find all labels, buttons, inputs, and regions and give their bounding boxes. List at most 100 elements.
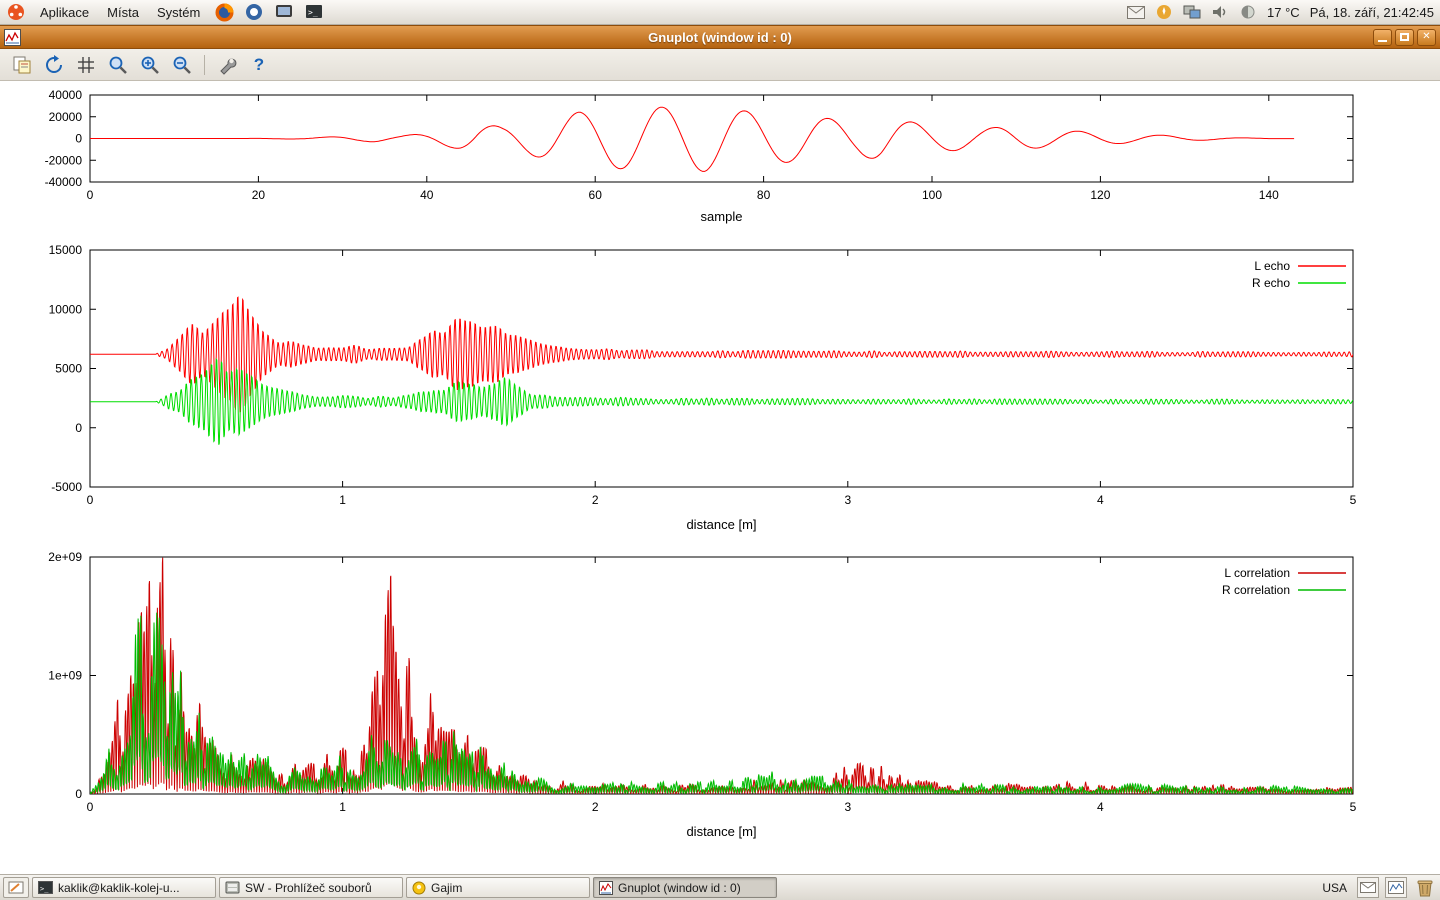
top-panel: Aplikace Místa Systém >_ 17 °C: [0, 0, 1440, 25]
y-tick-label: -20000: [45, 153, 83, 167]
x-tick-label: 5: [1350, 800, 1357, 814]
x-tick-label: 0: [87, 800, 94, 814]
legend-label: L correlation: [1224, 566, 1290, 580]
volume-icon[interactable]: [1211, 3, 1229, 21]
terminal-launcher-icon[interactable]: >_: [304, 2, 324, 22]
y-tick-label: 1e+09: [48, 669, 82, 683]
x-tick-label: 40: [420, 188, 434, 202]
svg-text:>_: >_: [40, 885, 49, 893]
weather-icon: [1239, 3, 1257, 21]
menu-places[interactable]: Místa: [107, 4, 139, 20]
y-tick-label: 0: [75, 132, 82, 146]
x-tick-label: 60: [589, 188, 603, 202]
show-desktop-button[interactable]: [3, 877, 29, 898]
legend-label: R correlation: [1222, 583, 1290, 597]
series-line: [90, 296, 1353, 413]
taskbar-item-gajim[interactable]: Gajim: [406, 877, 590, 898]
copy-icon[interactable]: [10, 53, 34, 77]
terminal-icon: >_: [38, 881, 53, 894]
temperature[interactable]: 17 °C: [1267, 4, 1300, 20]
screenshot-icon[interactable]: [274, 2, 294, 22]
chart-svg: 0 1 2 3 4 5 0 1e+09 2e+09 distance [m] L correlati…: [48, 550, 1357, 839]
gnuplot-toolbar: ?: [0, 49, 1440, 81]
help-icon[interactable]: [244, 2, 264, 22]
gajim-icon: [412, 881, 426, 894]
firefox-icon[interactable]: [214, 2, 234, 22]
plot-frame: [89, 556, 1354, 795]
svg-text:>_: >_: [308, 8, 318, 17]
taskbar-item-gnuplot[interactable]: Gnuplot (window id : 0): [593, 877, 777, 898]
echo-chart[interactable]: 0 1 2 3 4 5 -5000 0 5000 10000 15000 distance [m] L …: [0, 237, 1440, 547]
clock[interactable]: Pá, 18. září, 21:42:45: [1309, 4, 1434, 20]
taskbar-item-terminal[interactable]: >_ kaklik@kaklik-kolej-u...: [32, 877, 216, 898]
y-tick-label: 2e+09: [48, 550, 82, 564]
keyboard-layout-indicator[interactable]: USA: [1322, 880, 1347, 895]
x-tick-label: 2: [592, 493, 599, 507]
correlation-chart[interactable]: 0 1 2 3 4 5 0 1e+09 2e+09 distance [m] L correlati…: [0, 547, 1440, 859]
menu-applications[interactable]: Aplikace: [40, 4, 90, 20]
help-question-icon[interactable]: ?: [253, 54, 265, 74]
gnuplot-window-icon: [4, 28, 21, 46]
series-line: [90, 106, 1295, 172]
gnuplot-canvas: 0 20 40 60 80 100 120 140 -40000 -20000 0 20000 4000…: [0, 81, 1440, 874]
taskbar: >_ kaklik@kaklik-kolej-u... SW - Prohlíž…: [0, 874, 1440, 900]
menu-system[interactable]: Systém: [156, 4, 201, 20]
zoom-in-icon[interactable]: [138, 53, 162, 77]
waveform-chart[interactable]: 0 20 40 60 80 100 120 140 -40000 -20000 0 20000 4000…: [0, 81, 1440, 237]
refresh-icon[interactable]: [42, 53, 66, 77]
x-tick-label: 20: [252, 188, 266, 202]
x-tick-label: 0: [87, 493, 94, 507]
x-tick-label: 4: [1097, 493, 1104, 507]
taskbar-item-label: SW - Prohlížeč souborů: [245, 880, 372, 895]
grid-icon[interactable]: [74, 53, 98, 77]
mail-tray-icon[interactable]: [1127, 3, 1146, 21]
y-tick-label: 40000: [49, 88, 83, 102]
plot-frame: [89, 249, 1354, 488]
chart-svg: 0 1 2 3 4 5 -5000 0 5000 10000 15000 distance [m] L …: [49, 243, 1357, 532]
canvas-filler: [0, 859, 1440, 874]
x-tick-label: 3: [844, 800, 851, 814]
y-tick-label: 5000: [55, 362, 82, 376]
series-line: [90, 357, 1353, 445]
x-tick-label: 4: [1097, 800, 1104, 814]
settings-wrench-icon[interactable]: [215, 53, 239, 77]
x-tick-label: 1: [339, 800, 346, 814]
trash-icon[interactable]: [1413, 877, 1437, 899]
minimize-button[interactable]: [1373, 28, 1392, 46]
network-icon[interactable]: [1183, 3, 1201, 21]
x-axis-label: distance [m]: [686, 824, 756, 839]
x-tick-label: 3: [844, 493, 851, 507]
system-monitor-icon[interactable]: [1385, 877, 1407, 898]
taskbar-item-label: kaklik@kaklik-kolej-u...: [58, 880, 180, 895]
legend-label: R echo: [1252, 276, 1290, 290]
y-tick-label: -40000: [45, 175, 83, 189]
file-manager-icon: [225, 881, 240, 894]
close-button[interactable]: ✕: [1417, 28, 1436, 46]
chart-svg: 0 20 40 60 80 100 120 140 -40000 -20000 0 20000 4000…: [45, 88, 1354, 224]
x-tick-label: 0: [87, 188, 94, 202]
x-tick-label: 2: [592, 800, 599, 814]
window-title: Gnuplot (window id : 0): [648, 29, 792, 45]
x-tick-label: 120: [1090, 188, 1110, 202]
ubuntu-logo-icon[interactable]: [6, 2, 26, 22]
maximize-button[interactable]: [1395, 28, 1414, 46]
x-tick-label: 5: [1350, 493, 1357, 507]
taskbar-item-label: Gajim: [431, 880, 463, 895]
zoom-icon[interactable]: [106, 53, 130, 77]
y-tick-label: 20000: [49, 110, 83, 124]
series-line: [90, 557, 1353, 794]
y-tick-label: 0: [75, 421, 82, 435]
toolbar-separator: [204, 54, 205, 75]
x-tick-label: 80: [757, 188, 771, 202]
x-tick-label: 100: [922, 188, 942, 202]
x-axis-label: sample: [701, 209, 743, 224]
zoom-out-icon[interactable]: [170, 53, 194, 77]
y-tick-label: 0: [75, 787, 82, 801]
update-icon[interactable]: [1155, 3, 1173, 21]
y-tick-label: -5000: [51, 480, 82, 494]
x-axis-label: distance [m]: [686, 517, 756, 532]
mail-notifier-icon[interactable]: [1357, 877, 1379, 898]
window-titlebar[interactable]: Gnuplot (window id : 0) ✕: [0, 25, 1440, 49]
taskbar-item-file-browser[interactable]: SW - Prohlížeč souborů: [219, 877, 403, 898]
legend-label: L echo: [1254, 259, 1290, 273]
